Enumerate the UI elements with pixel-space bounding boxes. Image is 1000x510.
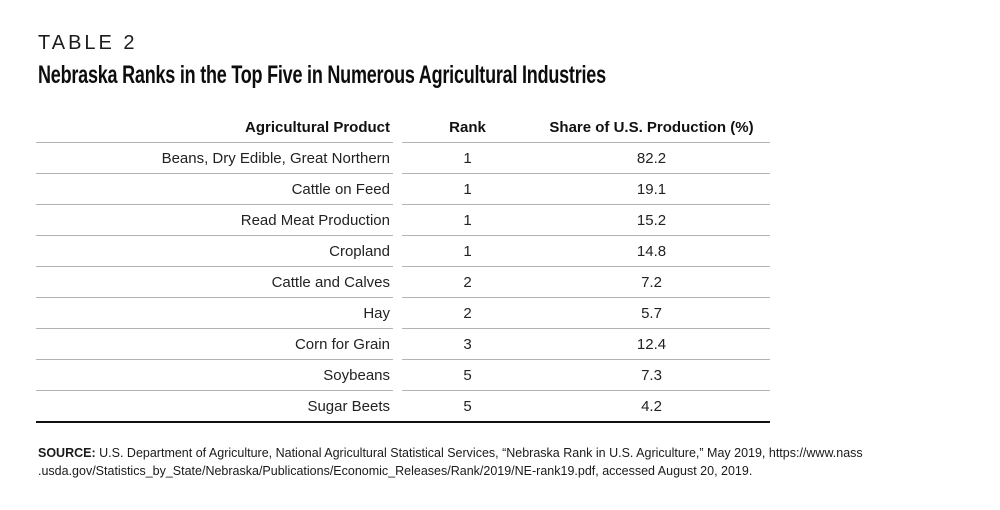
rank-cell: 1 <box>402 173 533 205</box>
share-cell: 82.2 <box>533 142 770 174</box>
table-row: Soybeans 5 7.3 <box>36 359 770 391</box>
table-row: Corn for Grain 3 12.4 <box>36 328 770 360</box>
rank-cell: 5 <box>463 397 472 415</box>
column-gap <box>393 174 402 205</box>
rank-cell: 2 <box>402 266 533 298</box>
share-cell: 14.8 <box>533 235 770 267</box>
rank-cell: 3 <box>402 328 533 360</box>
product-cell: Cropland <box>36 235 393 267</box>
product-cell: Cattle and Calves <box>36 266 393 298</box>
rank-cell: 1 <box>402 142 533 174</box>
header-row: Agricultural Product Rank Share of U.S. … <box>36 112 770 143</box>
column-gap <box>393 360 402 391</box>
col-header-product: Agricultural Product <box>36 112 393 143</box>
column-gap <box>393 112 402 143</box>
rank-cell: 5 <box>402 359 533 391</box>
table-bottom-rule <box>36 421 770 423</box>
share-cell: 4.2 <box>641 397 662 415</box>
source-text-line1: U.S. Department of Agriculture, National… <box>99 446 863 460</box>
column-gap <box>393 329 402 360</box>
table-row: Beans, Dry Edible, Great Northern 1 82.2 <box>36 142 770 174</box>
table-row: Cropland 1 14.8 <box>36 235 770 267</box>
column-gap <box>393 391 402 422</box>
col-header-share: Share of U.S. Production (%) <box>533 112 770 143</box>
rankings-table-block: Agricultural Product Rank Share of U.S. … <box>36 112 770 423</box>
table-row: Sugar Beets 5 4.2 <box>36 391 770 422</box>
share-cell: 19.1 <box>533 173 770 205</box>
product-cell: Soybeans <box>36 359 393 391</box>
column-gap <box>393 143 402 174</box>
column-gap <box>393 267 402 298</box>
column-gap <box>393 236 402 267</box>
product-cell: Hay <box>36 297 393 329</box>
rankings-table: Agricultural Product Rank Share of U.S. … <box>36 112 770 421</box>
source-text-line2: .usda.gov/Statistics_by_State/Nebraska/P… <box>38 463 753 478</box>
share-cell: 7.3 <box>533 359 770 391</box>
table-number-label: TABLE 2 <box>38 32 138 54</box>
share-cell: 5.7 <box>533 297 770 329</box>
table-row: Hay 2 5.7 <box>36 297 770 329</box>
col-header-rank: Rank <box>402 112 533 143</box>
source-label: SOURCE: <box>38 446 96 460</box>
share-cell: 15.2 <box>533 204 770 236</box>
rank-cell: 1 <box>402 204 533 236</box>
product-cell: Cattle on Feed <box>36 173 393 205</box>
product-cell: Beans, Dry Edible, Great Northern <box>36 142 393 174</box>
table-row: Cattle and Calves 2 7.2 <box>36 266 770 298</box>
column-gap <box>393 298 402 329</box>
rank-cell: 2 <box>402 297 533 329</box>
product-cell: Sugar Beets <box>307 397 390 415</box>
source-note: SOURCE: U.S. Department of Agriculture, … <box>38 445 970 480</box>
table-row: Read Meat Production 1 15.2 <box>36 204 770 236</box>
product-cell: Corn for Grain <box>36 328 393 360</box>
share-cell: 7.2 <box>533 266 770 298</box>
table-row: Cattle on Feed 1 19.1 <box>36 173 770 205</box>
table-title: Nebraska Ranks in the Top Five in Numero… <box>38 61 606 89</box>
share-cell: 12.4 <box>533 328 770 360</box>
column-gap <box>393 205 402 236</box>
rank-cell: 1 <box>402 235 533 267</box>
product-cell: Read Meat Production <box>36 204 393 236</box>
